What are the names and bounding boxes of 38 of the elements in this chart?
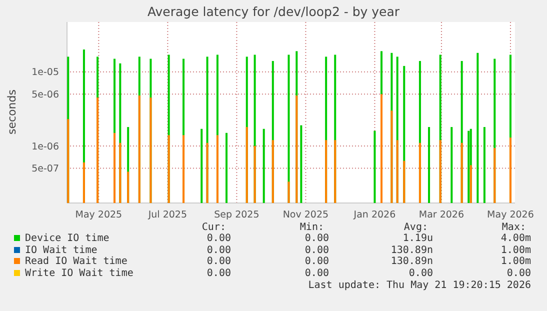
text: Min: [300,222,324,233]
y-tick-label: 5e-07 [32,164,59,175]
chart-title: Average latency for /dev/loop2 - by year [146,4,401,19]
legend-label: Device IO time [25,233,110,244]
y-axis-title: seconds [6,90,18,134]
text: Cur: [202,222,226,233]
text: 130.89n [390,244,433,256]
text: 0.00 [304,268,329,280]
text: 1.00m [500,256,531,268]
text: 0.00 [206,268,231,280]
text: 0.00 [408,268,433,280]
y-tick-label: 5e-06 [32,90,59,101]
text: 1.00m [500,244,531,256]
text: 0.00 [506,268,531,280]
x-tick-label: Sep 2025 [214,210,260,221]
x-tick-label: Mar 2026 [418,210,464,221]
text: 0.00 [304,244,329,256]
text: Avg: [404,222,428,233]
legend-label: Write IO Wait time [25,268,134,280]
x-tick-label: Nov 2025 [282,210,329,221]
text: 4.00m [500,233,531,244]
text: 0.00 [206,244,231,256]
text: 0.00 [206,233,231,244]
x-tick-label: May 2025 [75,210,122,221]
text: Last update: Thu May 21 19:20:15 2026 [308,280,531,291]
legend-label: Read IO Wait time [25,256,128,268]
legend-label: IO Wait time [25,244,98,256]
text: 0.00 [206,256,231,268]
text: 0.00 [304,256,329,268]
text: 0.00 [304,233,329,244]
text: 130.89n [390,256,433,268]
y-tick-label: 1e-05 [32,67,59,78]
x-tick-label: Jan 2026 [352,210,396,221]
y-tick-label: 1e-06 [32,141,59,152]
x-tick-label: May 2026 [487,210,534,221]
text: 1.19u [402,233,433,244]
x-tick-label: Jul 2025 [147,210,188,221]
text: Max: [502,222,526,233]
